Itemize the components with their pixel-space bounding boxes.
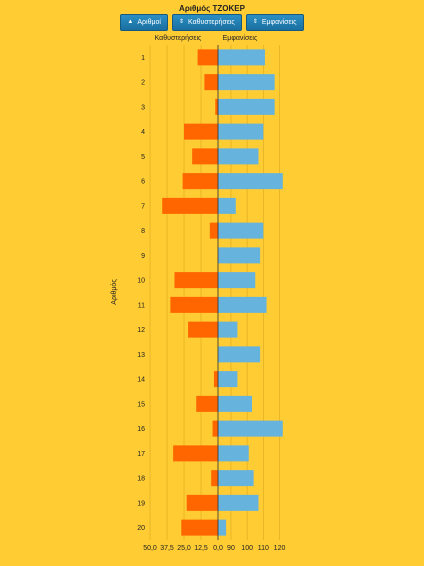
- appearance-bar: [218, 197, 236, 214]
- delay-bar: [162, 197, 218, 214]
- delay-bar: [170, 296, 218, 313]
- sort-button-group: ▲ Αριθμοί ⇕ Καθυστερήσεις ⇕ Εμφανίσεις: [0, 14, 424, 31]
- delay-bar: [213, 371, 218, 388]
- chart-title: Αριθμός ΤΖΟΚΕΡ: [179, 4, 245, 13]
- appearance-bar: [218, 49, 265, 66]
- delay-bar: [196, 395, 218, 412]
- left-tick-label: 50,0: [143, 545, 157, 552]
- appearance-bar: [218, 395, 252, 412]
- appearance-bar: [218, 247, 261, 264]
- delay-bar: [186, 494, 218, 511]
- delay-bar: [188, 321, 218, 338]
- category-label: 6: [141, 179, 145, 186]
- delay-bar: [181, 519, 218, 536]
- left-tick-label: 0,0: [213, 545, 223, 552]
- appearance-bar: [218, 222, 264, 239]
- appearance-bar: [218, 371, 238, 388]
- appearance-bar: [218, 445, 249, 462]
- sort-toggle-icon: ⇕: [252, 19, 258, 25]
- sort-delays-label: Καθυστερήσεις: [188, 19, 235, 26]
- category-label: 18: [137, 476, 145, 483]
- appearance-bar: [218, 470, 254, 487]
- left-axis-title: Καθυστερήσεις: [155, 35, 202, 42]
- appearance-bar: [218, 420, 283, 437]
- appearance-bar: [218, 272, 256, 289]
- category-label: 5: [141, 154, 145, 161]
- sort-numbers-label: Αριθμοί: [137, 19, 161, 26]
- delay-bar: [211, 470, 218, 487]
- category-label: 7: [141, 203, 145, 210]
- category-label: 14: [137, 377, 145, 384]
- sort-numbers-button[interactable]: ▲ Αριθμοί: [120, 14, 168, 31]
- category-label: 1: [141, 55, 145, 62]
- category-label: 11: [138, 302, 145, 309]
- appearance-bar: [218, 346, 261, 363]
- sort-asc-icon: ▲: [127, 19, 134, 25]
- appearance-bar: [218, 98, 275, 115]
- delay-bar: [173, 445, 218, 462]
- category-label: 20: [137, 525, 145, 532]
- delay-bar: [215, 98, 218, 115]
- delay-bar: [197, 49, 218, 66]
- category-label: 9: [141, 253, 145, 260]
- delay-bar: [174, 272, 218, 289]
- sort-appearances-button[interactable]: ⇕ Εμφανίσεις: [245, 14, 304, 31]
- appearance-bar: [218, 321, 238, 338]
- category-label: 15: [137, 401, 145, 408]
- right-tick-label: 100: [241, 545, 253, 552]
- category-label: 2: [141, 80, 145, 87]
- y-axis-label: Αριθμός: [110, 279, 118, 305]
- left-tick-label: 12,5: [194, 545, 208, 552]
- category-label: 4: [141, 129, 145, 136]
- delay-bar: [184, 123, 218, 140]
- right-tick-label: 90: [227, 545, 235, 552]
- right-axis-title: Εμφανίσεις: [223, 34, 258, 42]
- sort-delays-button[interactable]: ⇕ Καθυστερήσεις: [171, 14, 242, 31]
- category-label: 17: [137, 451, 145, 458]
- category-label: 10: [137, 278, 145, 285]
- left-tick-label: 37,5: [160, 545, 174, 552]
- appearance-bar: [218, 494, 259, 511]
- appearance-bar: [218, 519, 227, 536]
- appearance-bar: [218, 296, 267, 313]
- right-tick-label: 110: [258, 545, 269, 552]
- delay-bar: [212, 420, 218, 437]
- left-tick-label: 25,0: [177, 545, 191, 552]
- appearance-bar: [218, 74, 275, 91]
- delay-bar: [209, 222, 218, 239]
- appearance-bar: [218, 123, 264, 140]
- appearance-bar: [218, 173, 283, 190]
- category-label: 8: [141, 228, 145, 235]
- category-label: 13: [137, 352, 145, 359]
- delay-bar: [192, 148, 218, 165]
- category-label: 12: [137, 327, 145, 334]
- sort-appearances-label: Εμφανίσεις: [261, 19, 297, 26]
- category-label: 19: [137, 500, 145, 507]
- right-tick-label: 120: [274, 545, 286, 552]
- appearance-bar: [218, 148, 259, 165]
- delay-bar: [204, 74, 218, 91]
- category-label: 3: [141, 104, 145, 111]
- delay-bar: [182, 173, 218, 190]
- sort-toggle-icon: ⇕: [178, 19, 184, 25]
- category-label: 16: [137, 426, 145, 433]
